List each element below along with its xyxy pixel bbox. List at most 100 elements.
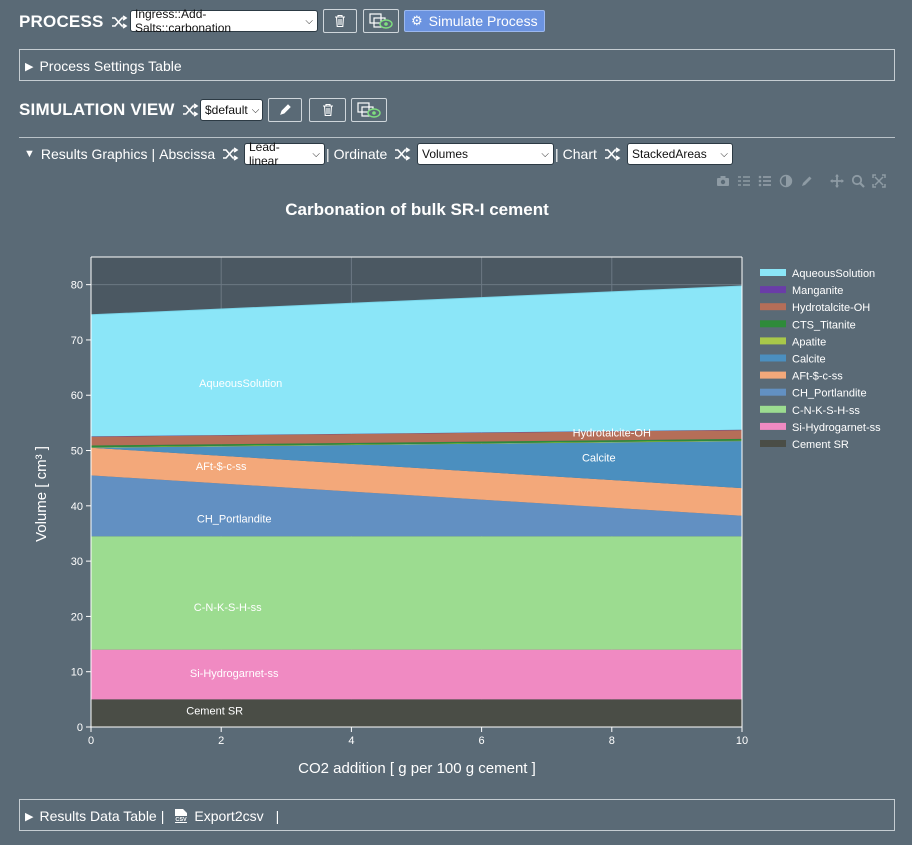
legend-label: Apatite [792, 336, 826, 348]
chevron-down-icon: ⌵ [720, 148, 728, 160]
x-tick-label: 6 [479, 735, 485, 747]
simulation-view-select[interactable]: $default ⌵ [200, 99, 263, 121]
duplicate-process-button[interactable] [363, 9, 399, 33]
process-settings-panel[interactable]: ▶ Process Settings Table [19, 49, 895, 81]
trash-icon [322, 103, 333, 117]
edit-view-button[interactable] [268, 98, 302, 122]
autoscale-icon[interactable] [872, 174, 886, 188]
expand-arrow-icon[interactable]: ▶ [25, 810, 34, 823]
separator: | [151, 146, 156, 162]
x-axis-label: CO2 addition [ g per 100 g cement ] [298, 760, 536, 777]
results-data-panel[interactable]: ▶ Results Data Table | CSV Export2csv | [19, 799, 895, 831]
area-aft-c-ss[interactable] [91, 447, 742, 516]
shuffle-icon[interactable] [221, 145, 239, 163]
compare-icon[interactable] [737, 174, 751, 188]
shuffle-icon[interactable] [393, 145, 411, 163]
shuffle-icon[interactable] [110, 13, 128, 31]
simulation-view-header: SIMULATION VIEW [19, 99, 199, 121]
area-si-hydrogarnet-ss[interactable] [91, 649, 742, 700]
delete-view-button[interactable] [309, 98, 346, 122]
legend-item[interactable]: AqueousSolution [760, 268, 875, 280]
legend-item[interactable]: Manganite [760, 285, 843, 297]
y-tick-label: 0 [77, 722, 83, 734]
results-data-row: ▶ Results Data Table | CSV Export2csv | [25, 808, 283, 824]
area-label: CH_Portlandite [197, 513, 272, 525]
process-select[interactable]: Ingress::Add-Salts::carbonation ⌵ [130, 7, 318, 35]
area-aqueoussolution[interactable] [91, 286, 742, 437]
chart-title: Carbonation of bulk SR-I cement [285, 200, 549, 219]
chart-type-select[interactable]: StackedAreas ⌵ [627, 143, 733, 165]
csv-file-icon[interactable]: CSV [174, 808, 189, 824]
abscissa-select[interactable]: Lead-linear ⌵ [244, 140, 325, 168]
expand-arrow-icon: ▶ [25, 60, 34, 73]
area-series-group [90, 285, 743, 727]
delete-process-button[interactable] [323, 9, 357, 33]
legend-item[interactable]: CTS_Titanite [760, 319, 856, 331]
export-csv-button[interactable]: Export2csv [194, 808, 264, 824]
pencil-icon[interactable] [800, 174, 814, 188]
collapse-arrow-icon[interactable]: ▼ [24, 148, 35, 160]
area-label: AqueousSolution [199, 378, 282, 390]
legend-label: C-N-K-S-H-ss [792, 405, 860, 417]
legend-item[interactable]: Si-Hydrogarnet-ss [760, 422, 881, 434]
contrast-icon[interactable] [779, 174, 793, 188]
legend-item[interactable]: CH_Portlandite [760, 388, 867, 400]
pan-icon[interactable] [830, 174, 844, 188]
legend-swatch [760, 388, 786, 396]
legend-label: CH_Portlandite [792, 388, 867, 400]
y-tick-label: 40 [71, 501, 83, 513]
legend-swatch [760, 337, 786, 345]
x-tick-label: 0 [88, 735, 94, 747]
chevron-down-icon: ⌵ [312, 148, 320, 160]
duplicate-view-icon [369, 13, 393, 29]
process-settings-toggle[interactable]: ▶ Process Settings Table [25, 58, 182, 74]
legend-item[interactable]: AFt-$-c-ss [760, 371, 843, 383]
ordinate-select[interactable]: Volumes ⌵ [417, 143, 554, 165]
shuffle-icon[interactable] [603, 145, 621, 163]
area-manganite[interactable] [91, 429, 742, 437]
area-calcite[interactable] [91, 441, 742, 489]
chart-label: Chart [562, 146, 597, 162]
legend-label: Cement SR [792, 439, 849, 451]
area-label: Si-Hydrogarnet-ss [190, 668, 279, 680]
ordinate-label: Ordinate [333, 146, 388, 162]
zoom-icon[interactable] [851, 174, 865, 188]
simulate-process-button[interactable]: ⚙ Simulate Process [404, 10, 545, 32]
y-tick-label: 70 [71, 335, 83, 347]
area-cement-sr[interactable] [91, 699, 742, 727]
plot-modebar [716, 172, 894, 190]
area-ch-portlandite[interactable] [91, 475, 742, 537]
legend-swatch [760, 320, 786, 328]
separator: | [555, 146, 559, 162]
hover-list-icon[interactable] [758, 174, 772, 188]
csv-badge: CSV [176, 817, 188, 823]
legend-swatch [760, 269, 786, 276]
legend-item[interactable]: Apatite [760, 336, 826, 348]
legend[interactable]: AqueousSolution Manganite Hydrotalcite-OH C… [760, 268, 881, 451]
legend-item[interactable]: Cement SR [760, 439, 849, 451]
area-c-n-k-s-h-ss[interactable] [91, 536, 742, 650]
process-settings-label: Process Settings Table [39, 58, 182, 74]
legend-item[interactable]: Hydrotalcite-OH [760, 302, 870, 314]
area-label: Cement SR [186, 705, 243, 717]
legend-swatch [760, 422, 786, 430]
area-label: Hydrotalcite-OH [573, 428, 651, 440]
camera-icon[interactable] [716, 174, 730, 188]
legend-label: Calcite [792, 354, 826, 366]
shuffle-icon[interactable] [181, 101, 199, 119]
separator: | [326, 146, 330, 162]
x-tick-label: 4 [348, 735, 354, 747]
ordinate-select-value: Volumes [422, 147, 469, 161]
x-tick-label: 10 [736, 735, 748, 747]
results-graphics-label[interactable]: Results Graphics [40, 146, 148, 162]
abscissa-select-value: Lead-linear [249, 140, 280, 168]
duplicate-view-button[interactable] [351, 98, 387, 122]
legend-swatch [760, 440, 786, 447]
legend-item[interactable]: Calcite [760, 354, 826, 366]
area-hydrotalcite-oh[interactable] [91, 430, 742, 446]
legend-item[interactable]: C-N-K-S-H-ss [760, 405, 860, 417]
results-data-label[interactable]: Results Data Table [39, 808, 157, 824]
area-cts-titanite[interactable] [91, 438, 742, 448]
legend-swatch [760, 303, 786, 311]
area-apatite[interactable] [91, 440, 742, 448]
